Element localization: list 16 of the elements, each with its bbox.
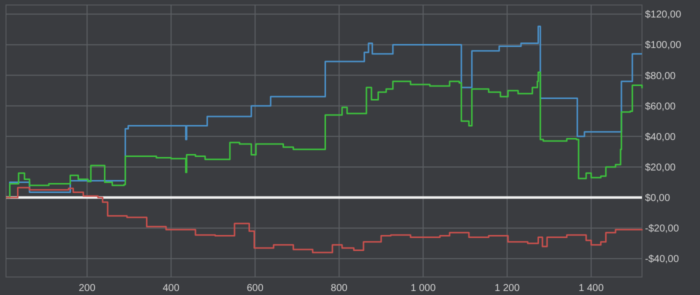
x-tick-label: 1 400 <box>578 283 604 294</box>
y-tick-label: $20,00 <box>645 162 676 174</box>
x-tick-label: 600 <box>246 283 264 294</box>
x-tick-label: 800 <box>330 283 348 294</box>
y-tick-label: $40,00 <box>645 132 676 143</box>
y-tick-label: $80,00 <box>645 70 676 82</box>
y-tick-label: $0,00 <box>645 193 670 204</box>
y-tick-label: -$40,00 <box>645 254 680 266</box>
x-tick-label: 1 000 <box>410 283 436 294</box>
x-tick-label: 400 <box>162 283 180 294</box>
y-tick-label: $60,00 <box>645 101 676 112</box>
y-tick-label: $120,00 <box>645 10 682 21</box>
x-tick-label: 1 200 <box>494 283 520 294</box>
y-tick-label: -$20,00 <box>645 224 680 235</box>
y-tick-label: $100,00 <box>645 40 682 52</box>
x-tick-label: 200 <box>78 283 96 294</box>
